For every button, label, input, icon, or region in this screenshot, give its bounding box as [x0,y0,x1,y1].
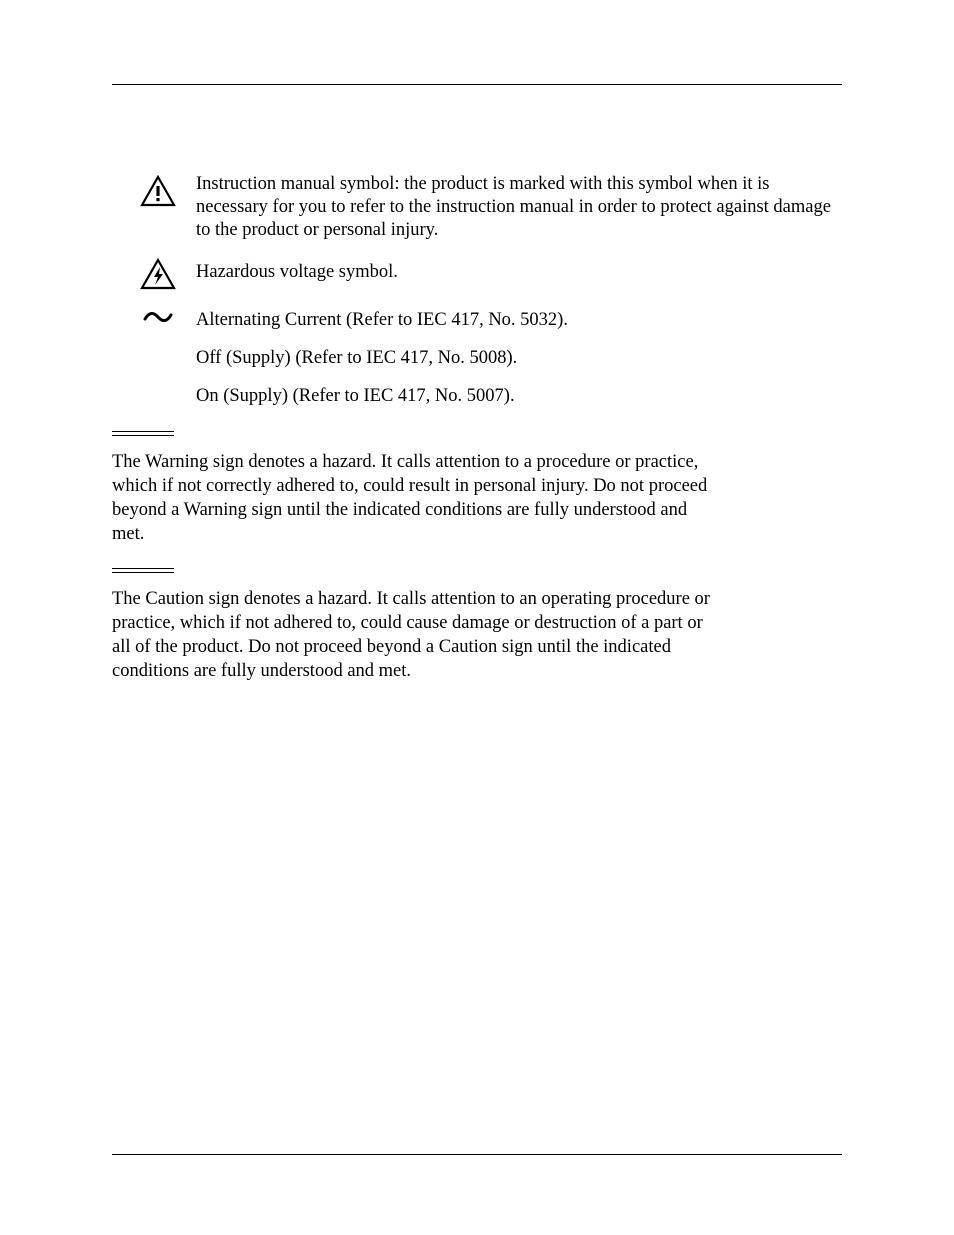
divider-rule [112,435,174,436]
symbol-row: On (Supply) (Refer to IEC 417, No. 5007)… [126,384,842,408]
caution-section: The Caution sign denotes a hazard. It ca… [112,568,842,683]
page-content: Instruction manual symbol: the product i… [0,0,954,683]
symbol-row-text: Alternating Current (Refer to IEC 417, N… [190,304,842,332]
symbol-row-text: Off (Supply) (Refer to IEC 417, No. 5008… [190,346,842,370]
symbol-row-text: Instruction manual symbol: the product i… [190,173,842,242]
hazardous-voltage-icon [126,256,190,290]
caution-text: The Caution sign denotes a hazard. It ca… [112,587,712,683]
blank-icon [126,384,190,386]
warning-triangle-icon [126,173,190,207]
divider-rule [112,568,174,569]
divider-rule [112,572,174,573]
warning-section: The Warning sign denotes a hazard. It ca… [112,431,842,546]
symbol-row: Off (Supply) (Refer to IEC 417, No. 5008… [126,346,842,370]
symbol-row: Instruction manual symbol: the product i… [126,173,842,242]
divider-rule [112,431,174,432]
top-rule [112,84,842,85]
symbol-row: Hazardous voltage symbol. [126,256,842,290]
symbol-row-text: On (Supply) (Refer to IEC 417, No. 5007)… [190,384,842,408]
symbol-row: Alternating Current (Refer to IEC 417, N… [126,304,842,332]
ac-tilde-icon [126,304,190,324]
symbol-row-text: Hazardous voltage symbol. [190,256,842,284]
symbol-table: Instruction manual symbol: the product i… [126,173,842,409]
blank-icon [126,346,190,348]
warning-text: The Warning sign denotes a hazard. It ca… [112,450,712,546]
bottom-rule [112,1154,842,1155]
